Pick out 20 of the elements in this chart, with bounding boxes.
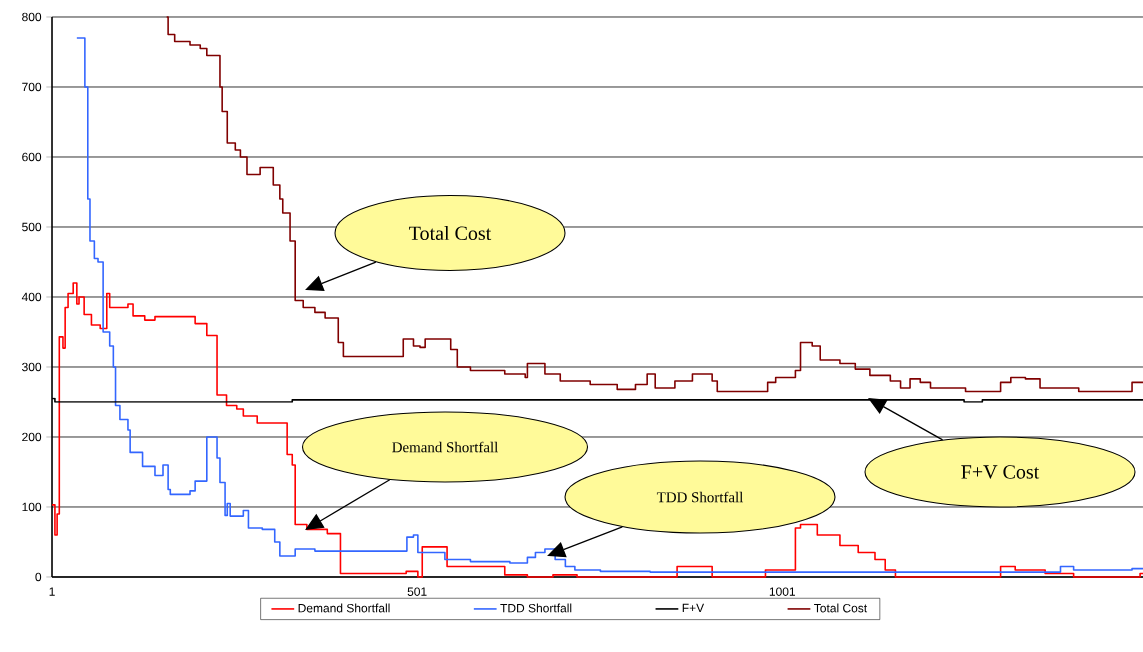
x-tick-label: 1001 <box>769 587 796 596</box>
legend-label: Demand Shortfall <box>298 603 390 613</box>
legend-label: Total Cost <box>814 603 868 613</box>
y-tick-label: 100 <box>22 502 42 512</box>
annotation: TDD Shortfall <box>656 491 744 503</box>
annotation: F+V Cost <box>961 465 1040 479</box>
y-tick-label: 0 <box>35 572 42 582</box>
y-tick-label: 400 <box>21 292 42 302</box>
y-tick-label: 500 <box>22 222 42 232</box>
annotation: Total Cost <box>409 225 492 241</box>
y-tick-label: 300 <box>22 362 42 372</box>
x-tick-label: 501 <box>407 587 427 596</box>
y-tick-label: 600 <box>22 152 42 162</box>
annotation: Demand Shortfall <box>392 441 498 453</box>
y-tick-label: 700 <box>22 82 42 92</box>
legend-label: F+V <box>682 603 705 613</box>
y-tick-label: 800 <box>22 12 42 22</box>
legend-label: TDD Shortfall <box>500 603 572 613</box>
x-tick-label: 1 <box>49 587 55 596</box>
y-tick-label: 200 <box>22 432 42 442</box>
